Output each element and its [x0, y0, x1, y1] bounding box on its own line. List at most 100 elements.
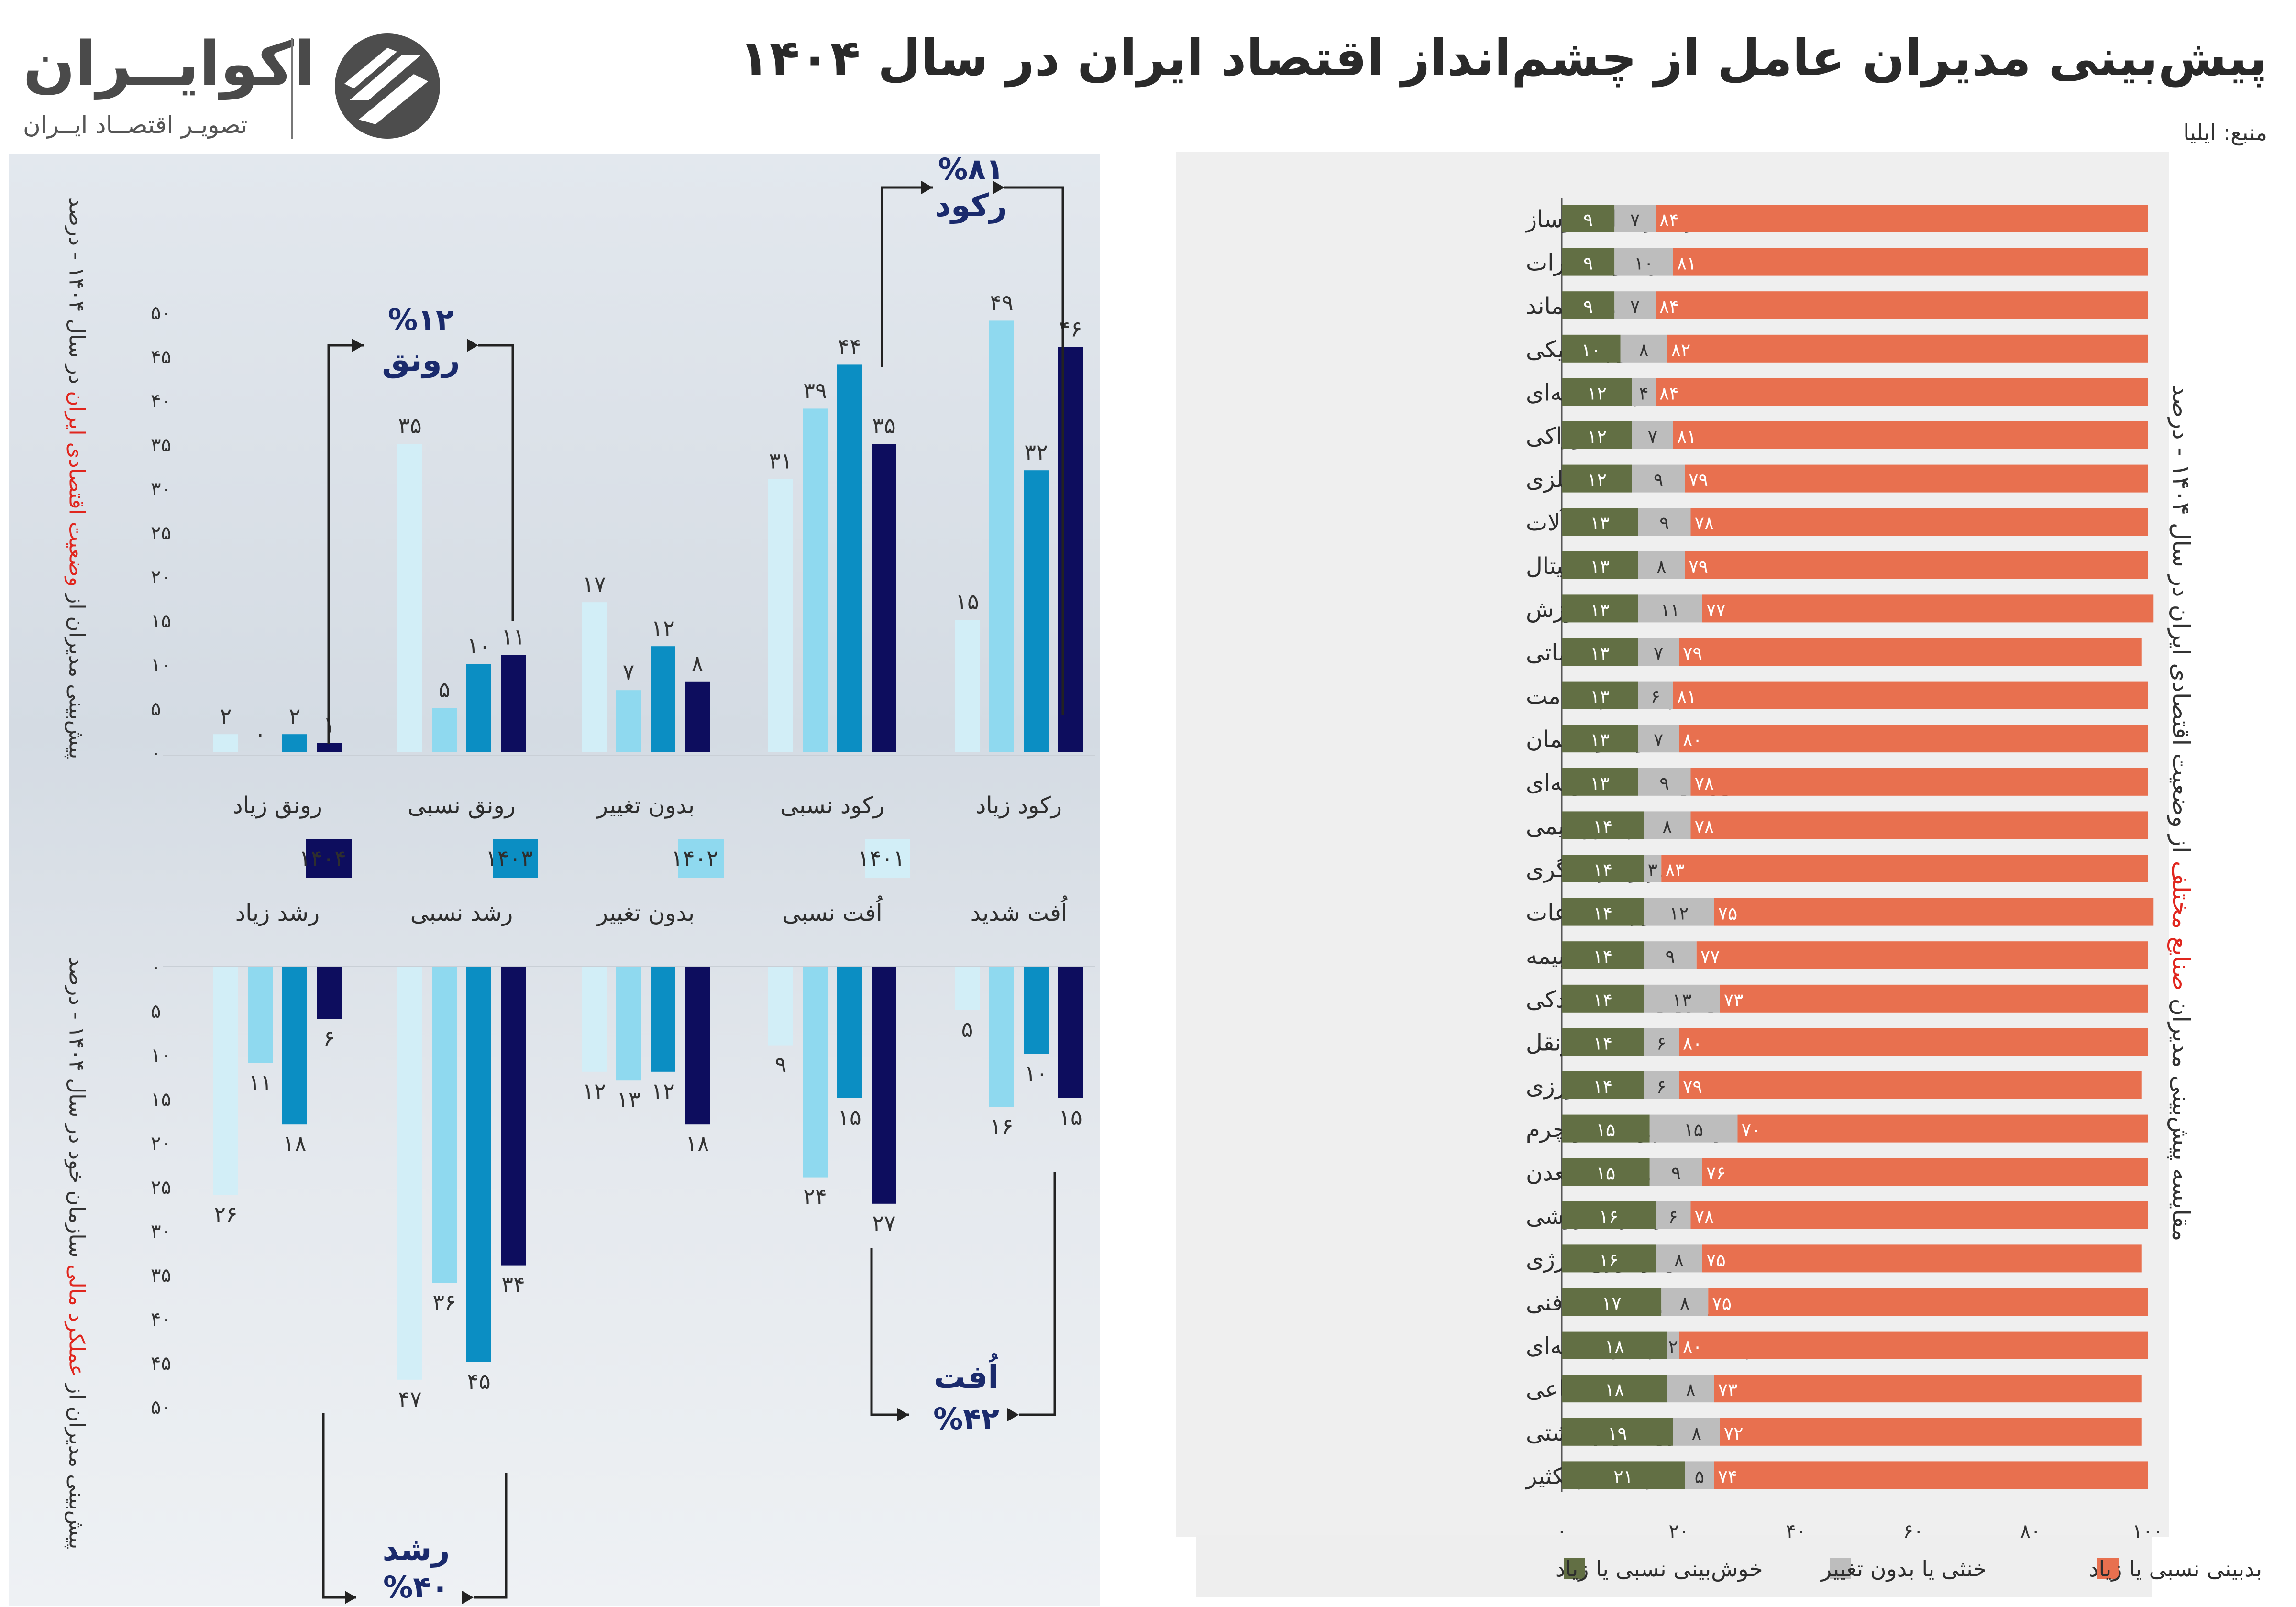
- x-tick-label: ۲۰: [1669, 1520, 1689, 1542]
- segment-label: ۱۲: [1669, 903, 1689, 924]
- legend-swatch: [678, 839, 724, 878]
- segment-label: ۷۴: [1718, 1466, 1738, 1487]
- y-tick-label: ۳۵: [151, 1265, 171, 1287]
- y-tick-label: ۱۰: [151, 1045, 171, 1067]
- bar-data-label: ۱۸: [283, 1131, 306, 1156]
- stacked-segment: [1656, 1244, 1702, 1273]
- bar: [803, 408, 828, 752]
- annotation-label: رشد: [382, 1531, 450, 1568]
- legend-swatch: [493, 839, 538, 878]
- bar-data-label: ۳۶: [432, 1289, 456, 1315]
- brand-tagline: تصویـر اقتصــاد ایــران: [23, 111, 248, 139]
- bar-data-label: ۳۲: [1024, 439, 1048, 465]
- bar: [248, 966, 273, 1063]
- bar: [685, 681, 710, 752]
- bar-data-label: ۶: [323, 1025, 335, 1051]
- y-tick-label: ۱۵: [151, 1089, 171, 1111]
- y-tick-label: ۴۵: [151, 1353, 171, 1375]
- annotation-label: رکود: [935, 187, 1007, 224]
- segment-label: ۸۰: [1683, 729, 1702, 750]
- annotation-value: %۸۱: [938, 152, 1004, 187]
- bar-data-label: ۱۵: [955, 589, 979, 615]
- x-tick-label: ۴۰: [1786, 1520, 1807, 1542]
- segment-label: ۱۳: [1590, 729, 1610, 750]
- stacked-segment: [1644, 898, 1714, 926]
- stacked-segment: [1562, 378, 1632, 406]
- stacked-segment: [1562, 811, 1644, 839]
- bar-data-label: ۸: [692, 650, 704, 676]
- stacked-segment: [1656, 1201, 1691, 1229]
- stacked-segment: [1562, 421, 1632, 449]
- stacked-segment: [1702, 1158, 2148, 1186]
- segment-label: ۹: [1583, 296, 1593, 317]
- segment-label: ۹: [1659, 773, 1669, 794]
- segment-label: ۱۲: [1587, 383, 1607, 404]
- x-category-label: رونق زیاد: [232, 792, 322, 819]
- legend-label: ۱۴۰۴: [299, 845, 346, 871]
- segment-label: ۱۴: [1593, 816, 1612, 837]
- segment-label: ۱۳: [1590, 556, 1610, 577]
- segment-label: ۶: [1656, 1076, 1666, 1097]
- y-tick-label: ۵: [151, 1001, 161, 1023]
- bar: [397, 444, 422, 752]
- segment-label: ۷۸: [1695, 513, 1714, 534]
- bar-data-label: ۲: [220, 703, 232, 729]
- annotation-value: %۴۰: [383, 1570, 449, 1605]
- arrow-head: [993, 181, 1004, 194]
- stacked-segment: [1702, 594, 2154, 623]
- stacked-segment: [1562, 464, 1632, 493]
- bar: [501, 966, 526, 1266]
- bar-data-label: ۳۵: [398, 413, 421, 439]
- stacked-segment: [1720, 984, 2148, 1013]
- segment-label: ۷۶: [1706, 1163, 1726, 1184]
- bar-data-label: ۱۵: [838, 1104, 861, 1130]
- segment-label: ۱۵: [1596, 1163, 1615, 1184]
- bar: [768, 966, 793, 1046]
- stacked-segment: [1644, 1071, 1679, 1099]
- segment-label: ۸۳: [1665, 859, 1685, 881]
- segment-label: ۸۴: [1659, 383, 1679, 404]
- bar: [1058, 966, 1083, 1098]
- stacked-segment: [1656, 291, 2148, 319]
- stacked-segment: [1562, 594, 1638, 623]
- bar: [989, 320, 1014, 752]
- bar: [282, 966, 307, 1125]
- segment-label: ۷۳: [1718, 1379, 1738, 1400]
- bar-data-label: ۱۳: [617, 1087, 640, 1112]
- stacked-segment: [1562, 1418, 1673, 1446]
- y-tick-label: ۳۰: [151, 1221, 171, 1243]
- stacked-segment: [1685, 464, 2148, 493]
- bar: [213, 966, 238, 1195]
- bar: [466, 664, 491, 752]
- stacked-segment: [1673, 421, 2148, 449]
- segment-label: ۸۰: [1683, 1033, 1702, 1054]
- bar: [466, 966, 491, 1362]
- bar-data-label: ۴۷: [398, 1386, 421, 1412]
- segment-label: ۸: [1686, 1379, 1695, 1400]
- segment-label: ۶: [1656, 1033, 1666, 1054]
- stacked-segment: [1562, 1028, 1644, 1056]
- bar: [616, 966, 641, 1081]
- bar-data-label: ۱۶: [990, 1113, 1013, 1139]
- segment-label: ۳: [1648, 859, 1657, 881]
- bar: [582, 602, 607, 752]
- segment-label: ۲۱: [1613, 1466, 1633, 1487]
- stacked-segment: [1714, 898, 2154, 926]
- bar-data-label: ۹: [775, 1052, 787, 1078]
- segment-label: ۱۰: [1581, 340, 1601, 361]
- bar: [803, 966, 828, 1178]
- boom-bracket: [478, 344, 514, 621]
- y-tick-label: ۱۰: [151, 654, 171, 676]
- bar: [872, 966, 896, 1204]
- bar: [1024, 966, 1049, 1054]
- legend-swatch: [2097, 1558, 2119, 1579]
- bar-data-label: ۱۷: [582, 571, 606, 597]
- x-tick-label: ۸۰: [2020, 1520, 2041, 1542]
- segment-label: ۱۸: [1605, 1379, 1624, 1400]
- stacked-segment: [1638, 725, 1679, 753]
- annotation-label: رونق: [382, 341, 460, 379]
- bar: [317, 743, 342, 752]
- segment-label: ۸: [1639, 340, 1648, 361]
- x-category-label: رشد نسبی: [410, 900, 513, 926]
- stacked-segment: [1656, 378, 2148, 406]
